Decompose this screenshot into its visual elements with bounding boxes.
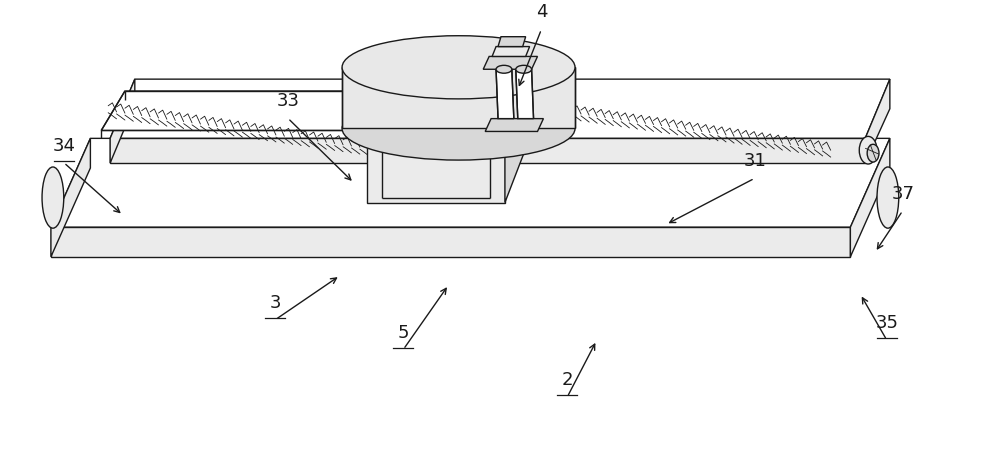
Polygon shape bbox=[110, 138, 495, 163]
Text: 33: 33 bbox=[276, 92, 299, 110]
Polygon shape bbox=[498, 37, 526, 46]
Text: 35: 35 bbox=[875, 314, 898, 333]
Text: 34: 34 bbox=[52, 136, 75, 155]
Polygon shape bbox=[496, 69, 514, 119]
Polygon shape bbox=[865, 79, 890, 163]
Polygon shape bbox=[386, 45, 536, 69]
Polygon shape bbox=[110, 79, 135, 163]
Polygon shape bbox=[367, 138, 505, 203]
Ellipse shape bbox=[42, 167, 64, 228]
Polygon shape bbox=[110, 79, 520, 138]
Polygon shape bbox=[51, 138, 90, 257]
Polygon shape bbox=[342, 67, 575, 129]
Polygon shape bbox=[367, 45, 530, 138]
Polygon shape bbox=[492, 46, 530, 56]
Polygon shape bbox=[365, 121, 409, 138]
Ellipse shape bbox=[516, 65, 532, 73]
Ellipse shape bbox=[342, 36, 575, 99]
Polygon shape bbox=[384, 76, 401, 84]
Polygon shape bbox=[367, 111, 409, 121]
Text: 4: 4 bbox=[536, 3, 547, 22]
Polygon shape bbox=[485, 119, 543, 131]
Polygon shape bbox=[382, 67, 404, 76]
Text: 31: 31 bbox=[743, 152, 766, 170]
Polygon shape bbox=[101, 91, 382, 130]
Polygon shape bbox=[516, 69, 534, 119]
Ellipse shape bbox=[859, 136, 877, 164]
Ellipse shape bbox=[496, 65, 512, 73]
Text: 5: 5 bbox=[398, 324, 409, 342]
Text: 3: 3 bbox=[269, 294, 281, 312]
Polygon shape bbox=[483, 56, 538, 69]
Polygon shape bbox=[470, 138, 865, 163]
Polygon shape bbox=[470, 79, 890, 138]
Polygon shape bbox=[505, 45, 530, 203]
Ellipse shape bbox=[342, 97, 575, 160]
Text: 2: 2 bbox=[561, 371, 573, 389]
Polygon shape bbox=[370, 76, 416, 121]
Ellipse shape bbox=[867, 144, 879, 162]
Text: 37: 37 bbox=[891, 185, 914, 203]
Ellipse shape bbox=[877, 167, 899, 228]
Polygon shape bbox=[370, 99, 411, 113]
Polygon shape bbox=[51, 227, 850, 257]
Polygon shape bbox=[51, 138, 890, 227]
Polygon shape bbox=[850, 138, 890, 257]
